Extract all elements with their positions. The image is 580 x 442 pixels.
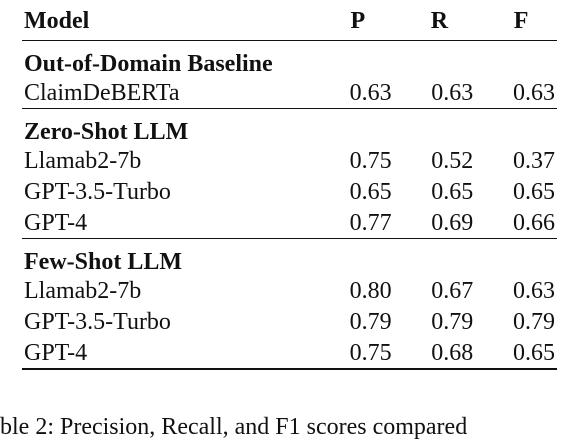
precision-value: 0.80 <box>349 277 392 304</box>
recall-value: 0.69 <box>431 209 474 236</box>
header-f1: F <box>513 8 529 34</box>
section-few-shot: Few-Shot LLM Llamab2-7b 0.80 0.67 0.63 G… <box>22 238 557 369</box>
recall-value: 0.52 <box>431 147 474 174</box>
model-name: GPT-3.5-Turbo <box>24 178 171 205</box>
section-title: Out-of-Domain Baseline <box>22 40 557 77</box>
f1-value: 0.65 <box>513 178 555 205</box>
section-heading-row: Out-of-Domain Baseline <box>22 40 557 77</box>
f1-value: 0.63 <box>513 277 555 304</box>
model-name: Llamab2-7b <box>24 147 142 174</box>
table-row: GPT-4 0.75 0.68 0.65 <box>22 337 557 369</box>
model-name: Llamab2-7b <box>24 277 142 304</box>
section-out-of-domain: Out-of-Domain Baseline ClaimDeBERTa 0.63… <box>22 40 557 109</box>
model-name: GPT-4 <box>24 339 88 366</box>
table-header-row: Model P R F <box>22 2 557 41</box>
header-recall: R <box>430 8 449 34</box>
recall-value: 0.79 <box>431 308 474 335</box>
table-row: ClaimDeBERTa 0.63 0.63 0.63 <box>22 77 557 109</box>
f1-value: 0.63 <box>513 79 555 106</box>
header-model: Model <box>24 8 90 34</box>
f1-value: 0.66 <box>513 209 555 236</box>
precision-value: 0.75 <box>349 147 392 174</box>
table-row: GPT-3.5-Turbo 0.79 0.79 0.79 <box>22 306 557 337</box>
precision-value: 0.63 <box>349 79 392 106</box>
precision-value: 0.77 <box>349 209 392 236</box>
section-title: Few-Shot LLM <box>22 238 557 275</box>
precision-value: 0.65 <box>349 178 392 205</box>
section-title: Zero-Shot LLM <box>22 108 557 145</box>
results-table: Model P R F Out-of-Domain Baseline Claim… <box>22 2 557 370</box>
table-row: Llamab2-7b 0.80 0.67 0.63 <box>22 275 557 306</box>
model-name: ClaimDeBERTa <box>24 79 180 106</box>
f1-value: 0.79 <box>513 308 555 335</box>
recall-value: 0.63 <box>431 79 474 106</box>
precision-value: 0.79 <box>349 308 392 335</box>
recall-value: 0.68 <box>431 339 474 366</box>
recall-value: 0.67 <box>431 277 474 304</box>
header-precision: P <box>350 8 366 34</box>
f1-value: 0.65 <box>513 339 555 366</box>
table-row: GPT-4 0.77 0.69 0.66 <box>22 207 557 239</box>
section-heading-row: Few-Shot LLM <box>22 238 557 275</box>
table-caption: ble 2: Precision, Recall, and F1 scores … <box>0 414 468 440</box>
section-heading-row: Zero-Shot LLM <box>22 108 557 145</box>
precision-value: 0.75 <box>349 339 392 366</box>
f1-value: 0.37 <box>513 147 555 174</box>
table-row: GPT-3.5-Turbo 0.65 0.65 0.65 <box>22 176 557 207</box>
model-name: GPT-3.5-Turbo <box>24 308 171 335</box>
recall-value: 0.65 <box>431 178 474 205</box>
table-row: Llamab2-7b 0.75 0.52 0.37 <box>22 145 557 176</box>
model-name: GPT-4 <box>24 209 88 236</box>
results-table-container: Model P R F Out-of-Domain Baseline Claim… <box>22 2 557 370</box>
section-zero-shot: Zero-Shot LLM Llamab2-7b 0.75 0.52 0.37 … <box>22 108 557 239</box>
